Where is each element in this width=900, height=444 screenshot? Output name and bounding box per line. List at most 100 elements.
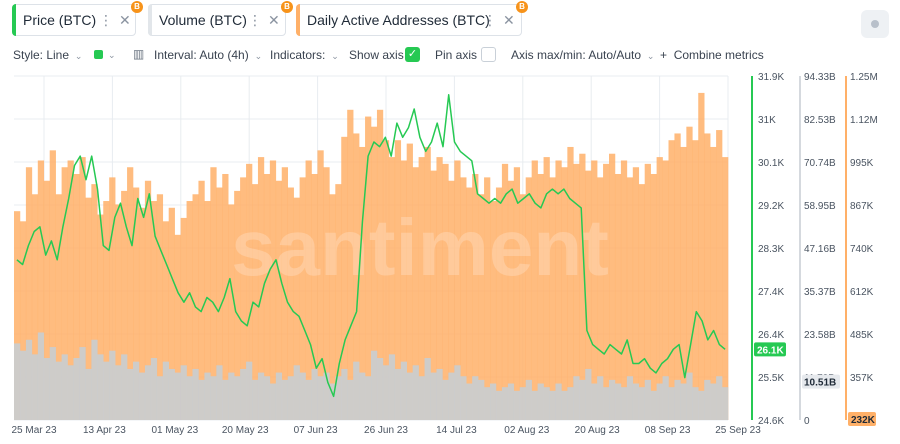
combine-metrics-button[interactable]: + Combine metrics — [660, 48, 764, 62]
volume-bar — [55, 361, 62, 420]
volume-bar — [722, 387, 729, 420]
daa-bar — [252, 184, 259, 420]
volume-bar — [79, 347, 86, 420]
daa-bar — [430, 170, 437, 420]
settings-toggle-button[interactable] — [861, 10, 889, 38]
daa-bar — [478, 194, 485, 420]
calendar-icon: ▥ — [133, 47, 145, 61]
daa-bar — [335, 184, 342, 420]
daa-bar — [19, 221, 27, 420]
volume-bar — [329, 383, 336, 420]
metric-tab-price[interactable]: Price (BTC) ⋮ ✕ B — [12, 1, 143, 36]
close-icon[interactable]: ✕ — [268, 12, 280, 28]
volume-bar — [216, 365, 223, 420]
volume-bar — [19, 350, 27, 420]
volume-bar — [710, 383, 717, 420]
volume-bar — [371, 350, 378, 420]
volume-bar — [186, 376, 193, 420]
volume-tick-label: 0 — [804, 416, 810, 427]
show-axis-checkbox[interactable]: ✓ — [405, 47, 420, 62]
volume-bar — [537, 383, 544, 420]
volume-bar — [192, 368, 199, 420]
volume-bar — [222, 379, 229, 420]
pin-axis-checkbox[interactable] — [481, 47, 496, 62]
daa-bar — [549, 177, 556, 420]
volume-bar — [561, 390, 568, 420]
interval-dropdown[interactable]: Interval: Auto (4h) ⌄ — [154, 48, 262, 63]
x-tick-label: 02 Aug 23 — [504, 425, 549, 436]
volume-bar — [156, 376, 164, 420]
volume-bar — [460, 376, 467, 420]
daa-bar — [418, 157, 425, 420]
daa-bar — [127, 167, 134, 420]
volume-bar — [626, 376, 634, 420]
style-dropdown[interactable]: Style: Line ⌄ — [13, 48, 82, 63]
daa-bar — [561, 167, 568, 420]
daa-color-indicator — [296, 4, 300, 36]
indicators-dropdown[interactable]: Indicators: ⌄ — [270, 48, 339, 63]
daa-bar — [353, 133, 360, 420]
close-icon[interactable]: ✕ — [119, 12, 131, 28]
daa-bar — [525, 177, 532, 420]
daa-bar — [632, 167, 640, 420]
volume-bar — [597, 376, 604, 420]
metric-tab-volume[interactable]: Volume (BTC) ⋮ ✕ B — [148, 1, 293, 36]
daa-bar — [573, 163, 580, 420]
daa-bar — [79, 157, 86, 420]
volume-bar — [43, 358, 50, 420]
daa-bar — [150, 201, 158, 420]
volume-bar — [632, 383, 640, 420]
price-current-value: 26.1K — [757, 345, 784, 356]
volume-bar — [162, 361, 169, 420]
daa-bar — [448, 180, 455, 420]
volume-bar — [656, 383, 663, 420]
close-icon[interactable]: ✕ — [503, 12, 515, 28]
show-axis-label: Show axis — [349, 48, 404, 62]
daa-bar — [25, 167, 33, 420]
volume-bar — [281, 379, 288, 420]
x-tick-label: 25 Sep 23 — [715, 425, 761, 436]
daa-tick-label: 1.12M — [850, 115, 878, 126]
daa-bar — [394, 140, 402, 420]
volume-tick-label: 23.58B — [804, 330, 836, 341]
price-color-indicator — [12, 4, 16, 36]
daa-bar — [406, 143, 413, 420]
daa-bar — [49, 150, 56, 420]
color-picker-swatch[interactable] — [94, 50, 103, 59]
daa-bar — [371, 126, 378, 420]
volume-bar — [466, 383, 473, 420]
volume-bar — [555, 383, 562, 420]
daa-bar — [490, 201, 497, 420]
volume-bar — [573, 376, 580, 420]
kebab-icon[interactable]: ⋮ — [99, 12, 113, 28]
daa-tick-label: 357K — [850, 373, 874, 384]
tab-label: Volume (BTC) — [159, 12, 247, 28]
volume-bar — [353, 361, 360, 420]
daa-bar — [382, 140, 390, 420]
kebab-icon[interactable]: ⋮ — [483, 12, 497, 28]
metric-tab-daily-active-addresses[interactable]: Daily Active Addresses (BTC) ⋮ ✕ B — [296, 1, 528, 36]
volume-bar — [25, 339, 33, 420]
volume-bar — [394, 368, 402, 420]
daa-current-badge — [848, 412, 876, 426]
daa-bar — [162, 221, 169, 420]
chevron-down-icon[interactable]: ⌄ — [108, 50, 116, 60]
volume-tick-label: 47.16B — [804, 244, 836, 255]
volume-bar — [335, 376, 342, 420]
volume-bar — [525, 379, 532, 420]
volume-bar — [579, 379, 586, 420]
volume-bar — [311, 368, 318, 420]
daa-bar — [501, 163, 509, 420]
daa-bar — [424, 146, 431, 420]
axis-mode-dropdown[interactable]: Axis max/min: Auto/Auto ⌄ — [511, 48, 654, 63]
volume-bar — [448, 372, 455, 420]
kebab-icon[interactable]: ⋮ — [248, 12, 262, 28]
daa-bar — [436, 157, 443, 420]
volume-bar — [418, 376, 425, 420]
daa-bar — [603, 163, 610, 420]
volume-bar — [246, 361, 253, 420]
volume-bar — [317, 376, 324, 420]
daa-bar — [174, 234, 181, 420]
daa-bar — [240, 177, 247, 420]
